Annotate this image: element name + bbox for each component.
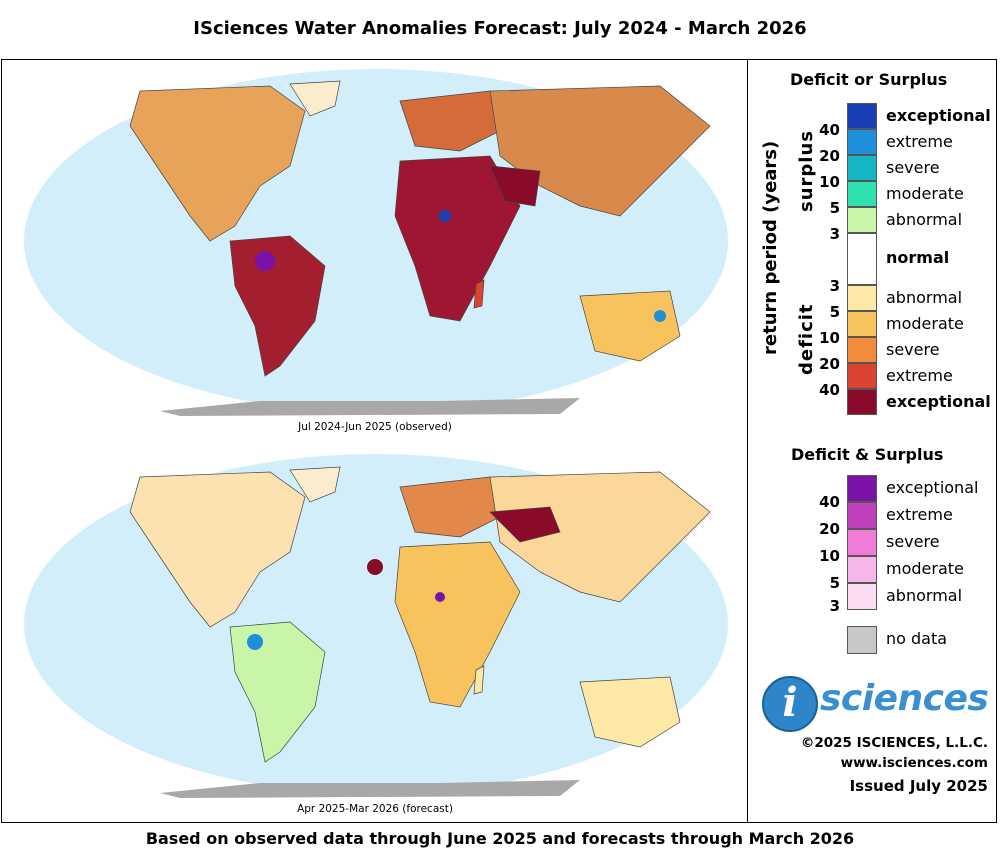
isciences-logo: i sciences [760, 672, 990, 732]
map-observed-caption: Jul 2024-Jun 2025 (observed) [298, 421, 452, 433]
australia [579, 290, 681, 362]
swatch-both-exceptional [847, 475, 877, 502]
map-forecast [20, 452, 732, 798]
both-number-40: 40 [819, 493, 840, 511]
hotspot-sahel [439, 210, 451, 222]
both-number-10: 10 [819, 547, 840, 565]
deficit-number-10: 10 [819, 329, 840, 347]
both-number-3: 3 [829, 597, 840, 615]
swatch-surplus-moderate [847, 181, 877, 207]
label-surplus-moderate: moderate [886, 184, 964, 203]
label-surplus-severe: severe [886, 158, 940, 177]
label-both-exceptional: exceptional [886, 478, 979, 497]
label-both-severe: severe [886, 532, 940, 551]
arabia [489, 165, 541, 207]
swatch-surplus-abnormal [847, 207, 877, 233]
deficit-number-20: 20 [819, 355, 840, 373]
hotspot-amazon [255, 251, 275, 271]
north-america [129, 471, 306, 628]
swatch-both-abnormal [847, 583, 877, 610]
map-observed [20, 66, 732, 416]
page-title: ISciences Water Anomalies Forecast: July… [193, 18, 807, 39]
hotspot-west-africa [367, 559, 383, 575]
legend-title-both: Deficit & Surplus [791, 445, 944, 464]
madagascar [473, 665, 485, 695]
greenland [289, 466, 341, 503]
label-both-extreme: extreme [886, 505, 953, 524]
legend-divider [747, 59, 748, 823]
label-surplus-exceptional: exceptional [886, 106, 991, 125]
hotspot-amazon [247, 634, 263, 650]
label-both-moderate: moderate [886, 559, 964, 578]
figure-frame [1, 59, 997, 823]
asia [489, 85, 711, 217]
both-number-5: 5 [829, 574, 840, 592]
swatch-surplus-exceptional [847, 103, 877, 129]
label-no-data: no data [886, 629, 948, 648]
map-forecast-caption: Apr 2025-Mar 2026 (forecast) [297, 803, 453, 815]
hotspot-east-australia [654, 310, 666, 322]
south-america [229, 621, 326, 763]
label-surplus-abnormal: abnormal [886, 210, 963, 229]
antarctica [160, 398, 580, 416]
logo-i-badge: i [762, 676, 818, 732]
asia [489, 471, 711, 603]
south-america [229, 235, 326, 377]
swatch-both-severe [847, 529, 877, 556]
deficit-number-40: 40 [819, 381, 840, 399]
label-deficit-abnormal: abnormal [886, 288, 963, 307]
legend-axis-label: return period (years) [760, 140, 781, 355]
swatch-no-data [847, 626, 877, 654]
north-america [129, 85, 306, 242]
swatch-deficit-moderate [847, 311, 877, 337]
surplus-number-10: 10 [819, 173, 840, 191]
africa [394, 541, 521, 708]
label-both-abnormal: abnormal [886, 586, 963, 605]
logo-wordmark: sciences [820, 678, 989, 719]
greenland [289, 80, 341, 117]
antarctica [160, 780, 580, 798]
australia [579, 676, 681, 748]
madagascar [473, 279, 485, 309]
deficit-number-3: 3 [829, 277, 840, 295]
swatch-deficit-severe [847, 337, 877, 363]
central-asia-hotspot [489, 506, 561, 543]
hotspot-sahel [435, 592, 445, 602]
both-number-20: 20 [819, 520, 840, 538]
surplus-number-40: 40 [819, 121, 840, 139]
copyright-text: ©2025 ISCIENCES, L.L.C. [800, 735, 988, 751]
europe [399, 90, 501, 152]
europe [399, 476, 501, 538]
swatch-deficit-extreme [847, 363, 877, 389]
surplus-number-3: 3 [829, 225, 840, 243]
issued-date: Issued July 2025 [849, 777, 988, 795]
label-deficit-extreme: extreme [886, 366, 953, 385]
swatch-surplus-severe [847, 155, 877, 181]
label-surplus-extreme: extreme [886, 132, 953, 151]
swatch-both-extreme [847, 502, 877, 529]
swatch-deficit-exceptional [847, 389, 877, 415]
swatch-both-moderate [847, 556, 877, 583]
label-normal: normal [886, 248, 950, 267]
label-deficit-severe: severe [886, 340, 940, 359]
footer-note: Based on observed data through June 2025… [145, 829, 855, 848]
deficit-number-5: 5 [829, 303, 840, 321]
surplus-number-20: 20 [819, 147, 840, 165]
legend-title-main: Deficit or Surplus [790, 70, 948, 89]
swatch-surplus-extreme [847, 129, 877, 155]
swatch-normal [847, 233, 877, 285]
label-deficit-exceptional: exceptional [886, 392, 991, 411]
surplus-number-5: 5 [829, 199, 840, 217]
label-deficit-moderate: moderate [886, 314, 964, 333]
website-text: www.isciences.com [840, 755, 988, 771]
swatch-deficit-abnormal [847, 285, 877, 311]
